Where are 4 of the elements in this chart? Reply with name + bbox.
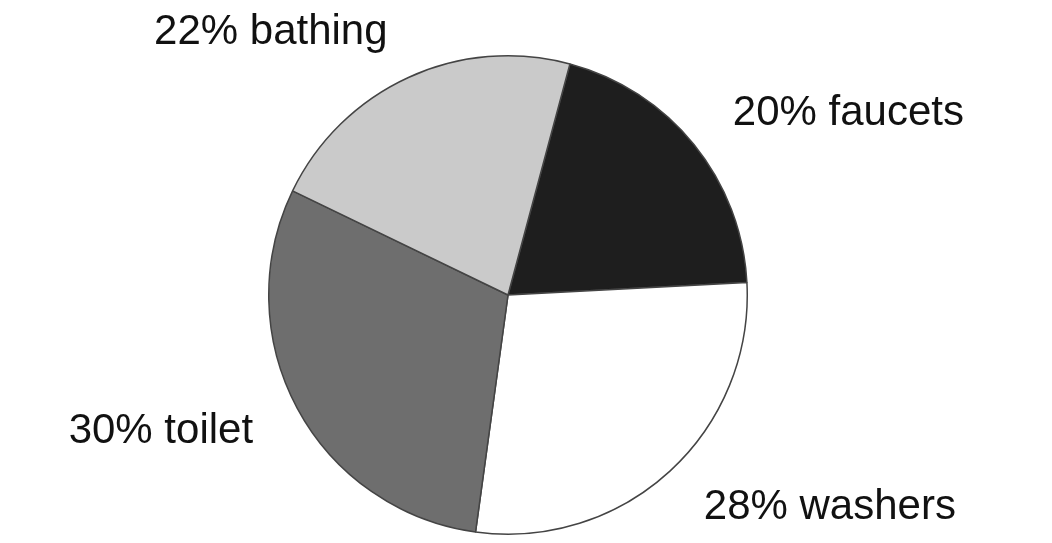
slice-label: 30% toilet [68,405,254,453]
slice-label: 20% faucets [732,86,964,134]
slice-label: 22% bathing [154,5,388,53]
slice-label: 28% washers [703,481,956,529]
